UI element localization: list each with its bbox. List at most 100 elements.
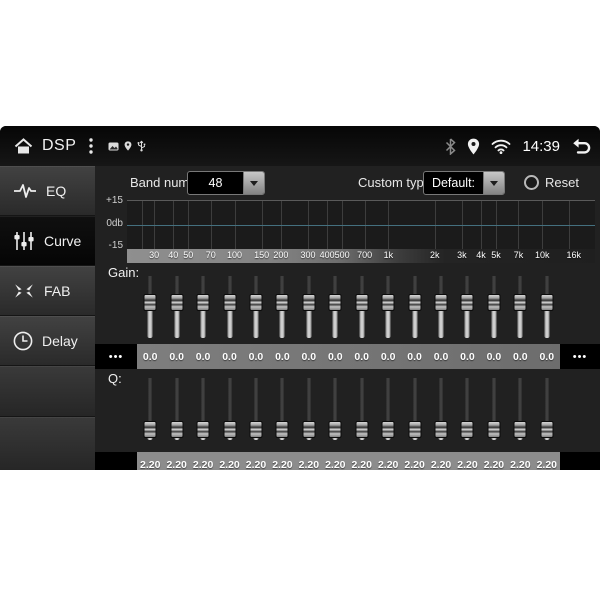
- q-slider-handle[interactable]: [302, 421, 316, 438]
- q-slider[interactable]: [349, 378, 375, 440]
- eq-plot: [127, 200, 595, 250]
- gain-slider[interactable]: [190, 276, 216, 338]
- gain-slider[interactable]: [137, 276, 163, 338]
- q-value: 2.20: [457, 458, 478, 471]
- q-slider-handle[interactable]: [328, 421, 342, 438]
- gain-slider-handle[interactable]: [328, 294, 342, 311]
- q-slider[interactable]: [507, 378, 533, 440]
- q-slider-handle[interactable]: [487, 421, 501, 438]
- q-slider[interactable]: [190, 378, 216, 440]
- q-slider-handle[interactable]: [434, 421, 448, 438]
- q-slider-handle[interactable]: [143, 421, 157, 438]
- clock-time: 14:39: [522, 137, 560, 155]
- q-slider[interactable]: [454, 378, 480, 440]
- sidebar-item-label: FAB: [44, 282, 71, 299]
- q-slider[interactable]: [534, 378, 560, 440]
- freq-tick-label: 7k: [513, 250, 524, 260]
- q-slider[interactable]: [296, 378, 322, 440]
- q-slider-handle[interactable]: [513, 421, 527, 438]
- slider-track-lower: [385, 302, 391, 338]
- gain-slider-handle[interactable]: [143, 294, 157, 311]
- q-slider[interactable]: [137, 378, 163, 440]
- back-icon[interactable]: [571, 138, 592, 155]
- gain-slider-handle[interactable]: [223, 294, 237, 311]
- reset-radio[interactable]: [524, 175, 539, 190]
- gain-slider[interactable]: [349, 276, 375, 338]
- gain-slider[interactable]: [296, 276, 322, 338]
- slider-track-upper: [491, 276, 496, 302]
- slider-track-lower: [517, 302, 523, 338]
- gain-slider[interactable]: [481, 276, 507, 338]
- gain-slider[interactable]: [243, 276, 269, 338]
- gain-value: 0.0: [460, 350, 475, 363]
- slider-track-upper: [439, 276, 444, 302]
- gain-slider-handle[interactable]: [170, 294, 184, 311]
- gain-slider-handle[interactable]: [540, 294, 554, 311]
- gain-slider[interactable]: [217, 276, 243, 338]
- q-slider-handle[interactable]: [249, 421, 263, 438]
- gain-value: 0.0: [195, 350, 211, 363]
- gain-slider-handle[interactable]: [275, 294, 289, 311]
- gain-slider-handle[interactable]: [460, 294, 474, 311]
- gain-value: 0.0: [169, 350, 184, 363]
- sidebar-item-fab[interactable]: FAB: [0, 266, 95, 316]
- q-slider[interactable]: [269, 378, 295, 440]
- q-slider[interactable]: [402, 378, 428, 440]
- sidebar: EQ Curve: [0, 166, 95, 470]
- slider-track-lower: [464, 302, 470, 338]
- fab-icon: [13, 281, 35, 301]
- gain-slider[interactable]: [428, 276, 454, 338]
- gain-scroll-right-button[interactable]: •••: [560, 344, 600, 369]
- gain-slider-handle[interactable]: [434, 294, 448, 311]
- band-num-select[interactable]: 48: [187, 171, 265, 195]
- slider-track-lower: [227, 302, 233, 338]
- q-slider[interactable]: [375, 378, 401, 440]
- gain-slider[interactable]: [322, 276, 348, 338]
- gain-slider-handle[interactable]: [513, 294, 527, 311]
- q-slider[interactable]: [428, 378, 454, 440]
- gain-slider-handle[interactable]: [249, 294, 263, 311]
- chevron-down-icon[interactable]: [243, 172, 264, 194]
- sidebar-item-delay[interactable]: Delay: [0, 316, 95, 366]
- home-icon[interactable]: [14, 137, 33, 155]
- gain-slider[interactable]: [534, 276, 560, 338]
- q-slider-handle[interactable]: [381, 421, 395, 438]
- gain-scroll-left-button[interactable]: •••: [95, 344, 137, 369]
- gain-slider[interactable]: [507, 276, 533, 338]
- gain-slider[interactable]: [269, 276, 295, 338]
- gain-slider-handle[interactable]: [381, 294, 395, 311]
- chevron-down-icon[interactable]: [483, 172, 504, 194]
- q-slider-handle[interactable]: [540, 421, 554, 438]
- q-slider[interactable]: [217, 378, 243, 440]
- q-scroll-left-button[interactable]: [95, 452, 137, 470]
- gain-slider-handle[interactable]: [355, 294, 369, 311]
- gain-slider-handle[interactable]: [196, 294, 210, 311]
- q-slider-handle[interactable]: [460, 421, 474, 438]
- custom-type-select[interactable]: Default:: [423, 171, 505, 195]
- q-slider[interactable]: [164, 378, 190, 440]
- sidebar-item-curve[interactable]: Curve: [0, 216, 95, 266]
- q-slider-handle[interactable]: [196, 421, 210, 438]
- gain-slider-handle[interactable]: [487, 294, 501, 311]
- q-slider-handle[interactable]: [170, 421, 184, 438]
- overflow-menu-icon[interactable]: [89, 138, 94, 154]
- sidebar-item-eq[interactable]: EQ: [0, 166, 95, 216]
- gain-slider-handle[interactable]: [408, 294, 422, 311]
- gain-slider[interactable]: [375, 276, 401, 338]
- slider-track-upper: [306, 276, 311, 302]
- slider-track-lower: [174, 302, 180, 338]
- q-slider-handle[interactable]: [223, 421, 237, 438]
- gain-slider[interactable]: [454, 276, 480, 338]
- q-slider[interactable]: [322, 378, 348, 440]
- q-slider-handle[interactable]: [408, 421, 422, 438]
- q-slider[interactable]: [243, 378, 269, 440]
- gain-slider[interactable]: [402, 276, 428, 338]
- q-slider-handle[interactable]: [355, 421, 369, 438]
- gain-slider[interactable]: [164, 276, 190, 338]
- gain-slider-handle[interactable]: [302, 294, 316, 311]
- q-slider[interactable]: [481, 378, 507, 440]
- q-slider-handle[interactable]: [275, 421, 289, 438]
- q-scroll-right-button[interactable]: [560, 452, 600, 470]
- status-bar: DSP: [0, 126, 600, 166]
